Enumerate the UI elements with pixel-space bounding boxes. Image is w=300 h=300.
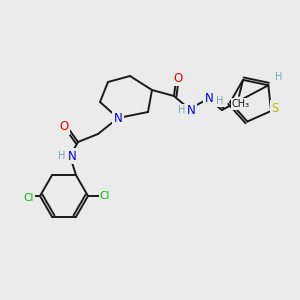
Text: N: N bbox=[68, 149, 76, 163]
Text: N: N bbox=[187, 103, 195, 116]
Text: N: N bbox=[205, 92, 213, 104]
Text: CH₃: CH₃ bbox=[232, 99, 250, 109]
Text: H: H bbox=[178, 105, 186, 115]
Text: Cl: Cl bbox=[24, 193, 34, 203]
Text: Cl: Cl bbox=[100, 191, 110, 201]
Text: H: H bbox=[58, 151, 66, 161]
Text: S: S bbox=[272, 101, 279, 115]
Text: N: N bbox=[114, 112, 122, 124]
Text: H: H bbox=[275, 72, 282, 82]
Text: O: O bbox=[59, 121, 69, 134]
Text: H: H bbox=[216, 96, 224, 106]
Text: O: O bbox=[173, 71, 183, 85]
